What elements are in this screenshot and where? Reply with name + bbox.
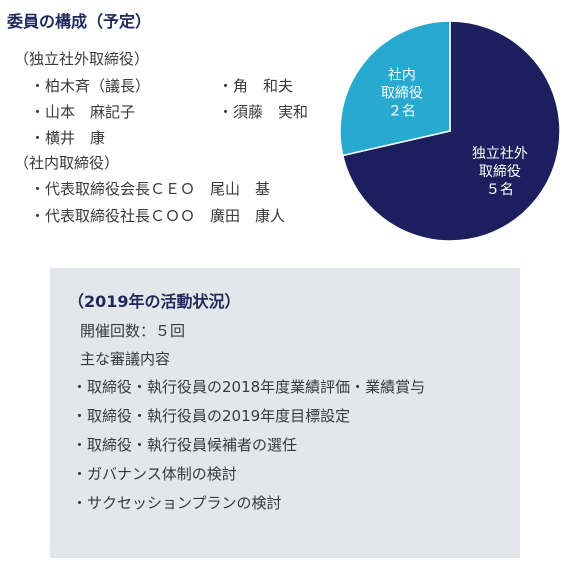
pie-slice <box>341 20 560 242</box>
member-name: ・柏木斉（議長） <box>30 77 151 95</box>
inside-group-label: （社内取締役） <box>14 154 120 172</box>
member-name: ・代表取締役会長ＣＥＯ 尾山 基 <box>30 180 271 198</box>
pie-slice-label: 取締役 <box>479 163 521 180</box>
committee-title: 委員の構成（予定） <box>7 12 152 31</box>
pie-slice-label: ５名 <box>486 182 514 198</box>
pie-slice-label: 独立社外 <box>472 146 528 162</box>
activity-heading: （2019年の活動状況） <box>68 292 241 311</box>
activity-item: ・取締役・執行役員の2019年度目標設定 <box>72 407 351 425</box>
member-name: ・山本 麻記子 <box>30 103 136 121</box>
topics-label: 主な審議内容 <box>80 350 171 368</box>
activity-item: ・ガバナンス体制の検討 <box>72 465 237 483</box>
meeting-count: 開催回数：５回 <box>80 322 186 340</box>
outside-group-label: （独立社外取締役） <box>14 50 150 68</box>
member-name: ・代表取締役社長ＣＯＯ 廣田 康人 <box>30 207 286 225</box>
composition-pie-chart: 独立社外 取締役 ５名 社内 取締役 ２名 <box>340 8 560 254</box>
pie-slice-label: 取締役 <box>381 85 423 102</box>
member-name: ・横井 康 <box>30 129 106 147</box>
pie-slice-label: ２名 <box>388 104 416 120</box>
activity-item: ・サクセッションプランの検討 <box>72 494 282 512</box>
pie-slice-label: 社内 <box>388 68 416 84</box>
activity-item: ・取締役・執行役員の2018年度業績評価・業績賞与 <box>72 378 426 396</box>
member-name: ・角 和夫 <box>218 77 294 95</box>
pie-slice <box>340 20 451 157</box>
member-name: ・須藤 実和 <box>218 103 309 121</box>
activity-panel: （2019年の活動状況） 開催回数：５回 主な審議内容 ・取締役・執行役員の20… <box>50 268 520 558</box>
activity-item: ・取締役・執行役員候補者の選任 <box>72 436 298 454</box>
